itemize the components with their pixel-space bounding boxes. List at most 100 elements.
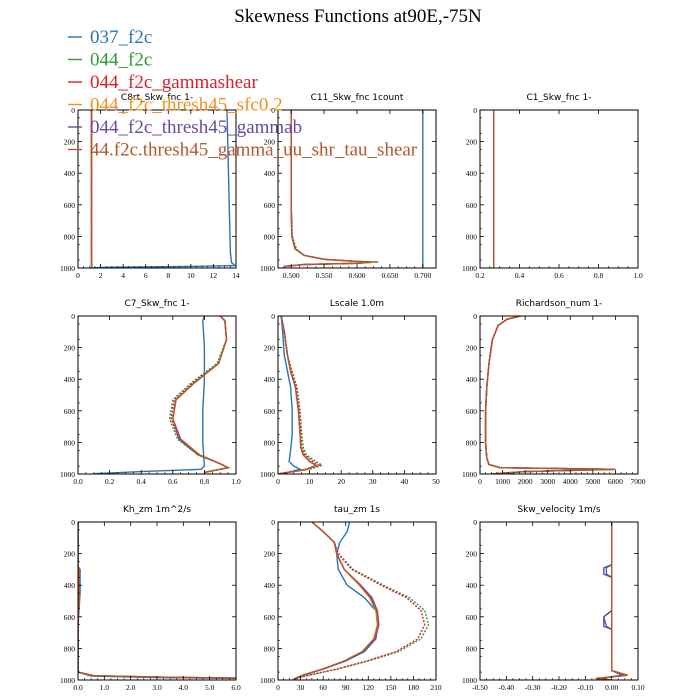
panel-7: Kh_zm 1m^2/s 0.0 1.0 2.0 3.0 4.0 5.0 6.0 0 200 400… (60, 505, 241, 692)
x-tick-label: 0.550 (316, 271, 333, 280)
x-tick-label: 1.0 (633, 271, 643, 280)
y-tick-label: 400 (264, 375, 276, 384)
y-tick-label: 1000 (462, 264, 477, 273)
series-line-6 (484, 316, 616, 474)
series-group (484, 316, 616, 474)
y-tick-label: 200 (466, 344, 478, 353)
panel-title: C1_Skw_fnc 1- (527, 93, 592, 103)
legend-label: 44.f2c.thresh45_gamma_uu_shr_tau_shear (90, 140, 418, 161)
x-tick-label: 6 (144, 271, 148, 280)
y-tick-label: 600 (264, 407, 276, 416)
x-tick-label: 0.10 (631, 683, 644, 692)
x-tick-label: 0.650 (381, 271, 398, 280)
series-line-3 (292, 522, 426, 680)
x-tick-label: 0.700 (414, 271, 431, 280)
y-tick-label: 400 (264, 169, 276, 178)
x-tick-label: 40 (401, 477, 409, 486)
x-tick-label: 20 (337, 477, 345, 486)
x-tick-label: 4 (121, 271, 125, 280)
series-line-6 (172, 316, 231, 474)
y-tick-label: 0 (473, 312, 477, 321)
y-tick-label: 800 (264, 644, 276, 653)
panel-4: C7_Skw_fnc 1- 0.0 0.2 0.4 0.6 0.8 1.0 0 200 400 60… (60, 299, 241, 486)
panel-title: Lscale 1.0m (330, 299, 384, 309)
panel-2: C11_Skw_fnc 1count 0.500 0.550 0.600 0.650 0.… (260, 93, 437, 280)
panel-title: Kh_zm 1m^2/s (123, 505, 191, 515)
panel-8: tau_zm 1s 0 30 60 90 120 150 180 210 0 200 400 600 80… (260, 505, 442, 692)
x-tick-label: 14 (232, 271, 240, 280)
y-tick-label: 1000 (462, 470, 477, 479)
series-group (93, 316, 231, 474)
series-line-1 (484, 316, 616, 474)
series-group (78, 522, 236, 680)
panels: C8rt_Skw_fnc 1-0 2 4 6 8 10 12 1402004006008001… (60, 93, 646, 692)
series-line-2 (78, 522, 236, 679)
y-tick-label: 600 (466, 201, 478, 210)
x-tick-label: 0 (76, 271, 80, 280)
x-tick-label: 50 (432, 477, 440, 486)
series-line-1 (278, 316, 303, 474)
legend-item: 044_f2c_gammashear (68, 72, 258, 93)
x-tick-label: -0.20 (551, 683, 567, 692)
legend: 037_f2c044_f2c044_f2c_gammashear044_f2c_… (68, 27, 418, 161)
x-tick-label: 0.2 (475, 271, 485, 280)
y-tick-label: 200 (264, 550, 276, 559)
x-tick-label: 2.0 (126, 683, 136, 692)
x-tick-label: 210 (430, 683, 442, 692)
x-tick-label: 2000 (518, 477, 533, 486)
series-line-2 (168, 316, 231, 474)
plot-frame (277, 521, 437, 681)
y-tick-label: 400 (64, 169, 76, 178)
x-tick-label: 8 (166, 271, 170, 280)
panel-title: C7_Skw_fnc 1- (125, 299, 190, 309)
y-tick-label: 800 (466, 438, 478, 447)
plot-frame (77, 315, 237, 475)
y-tick-label: 1000 (60, 676, 75, 685)
x-tick-label: 1.0 (231, 477, 241, 486)
series-group (595, 522, 628, 680)
x-tick-label: 1000 (495, 477, 510, 486)
x-tick-label: 0.0 (73, 477, 83, 486)
y-tick-label: 800 (264, 438, 276, 447)
x-tick-label: 3.0 (152, 683, 162, 692)
x-tick-label: 0.2 (105, 477, 115, 486)
y-tick-label: 800 (64, 232, 76, 241)
y-tick-label: 1000 (260, 470, 275, 479)
x-tick-label: 0.6 (168, 477, 178, 486)
series-group (278, 316, 324, 474)
x-tick-label: 30 (297, 683, 305, 692)
panel-1: C8rt_Skw_fnc 1- 0 2 4 6 8 10 12 14 0 200 400 600 800 1… (60, 93, 240, 280)
series-line-6 (282, 110, 372, 268)
legend-label: 044_f2c (90, 50, 152, 71)
y-tick-label: 0 (473, 106, 477, 115)
y-tick-label: 400 (466, 169, 478, 178)
x-tick-label: 10 (187, 271, 195, 280)
y-tick-label: 200 (466, 138, 478, 147)
panel-title: Skw_velocity 1m/s (517, 505, 600, 515)
y-tick-label: 0 (71, 312, 75, 321)
series-line-5 (292, 522, 380, 680)
y-tick-label: 600 (64, 613, 76, 622)
legend-label: 044_f2c_thresh45_sfc0.2 (90, 95, 283, 116)
y-tick-label: 0 (271, 518, 275, 527)
y-tick-label: 800 (466, 644, 478, 653)
series-line-3 (484, 316, 616, 474)
legend-label: 037_f2c (90, 27, 152, 48)
series-group (292, 522, 430, 680)
series-line-5 (484, 316, 616, 474)
y-tick-label: 200 (64, 550, 76, 559)
x-tick-label: 0.8 (200, 477, 210, 486)
y-tick-label: 400 (64, 581, 76, 590)
legend-item: 044_f2c_thresh45_gammab (68, 117, 302, 138)
x-tick-label: 120 (363, 683, 375, 692)
x-tick-label: 30 (369, 477, 377, 486)
series-line-4 (484, 316, 616, 474)
panel-title: C8rt_Skw_fnc 1- (121, 93, 193, 103)
series-line-6 (78, 522, 236, 679)
x-tick-label: 0 (276, 477, 280, 486)
x-tick-label: 150 (385, 683, 397, 692)
x-tick-label: 6.0 (231, 683, 241, 692)
x-tick-label: 0 (478, 477, 482, 486)
x-tick-label: 0.00 (605, 683, 618, 692)
